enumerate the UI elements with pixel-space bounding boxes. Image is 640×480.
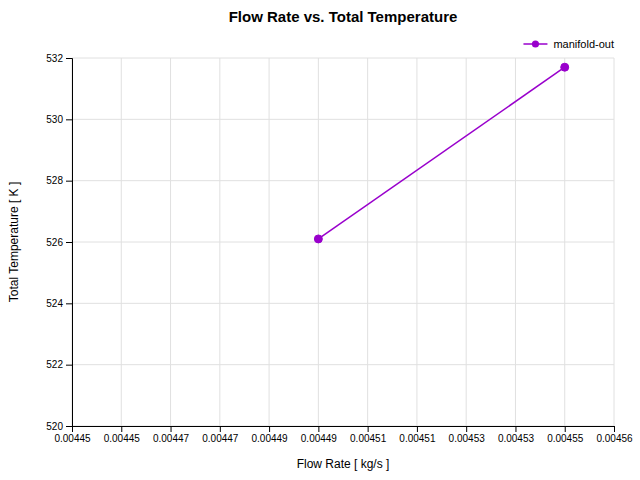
x-tick: 0.00449 <box>301 426 338 444</box>
y-tick-mark <box>66 303 72 304</box>
legend-label: manifold-out <box>553 38 614 50</box>
x-tick-label: 0.00455 <box>547 433 584 444</box>
chart-container: 0.00445 0.00445 0.00447 0.00447 0.00449 0.004… <box>0 0 640 480</box>
x-tick: 0.00449 <box>252 426 289 444</box>
x-tick-label: 0.00447 <box>202 433 239 444</box>
chart: 0.00445 0.00445 0.00447 0.00447 0.00449 0.004… <box>0 0 640 480</box>
y-tick: 524 <box>46 298 72 309</box>
x-tick-mark <box>515 426 516 432</box>
y-tick-label: 530 <box>46 114 63 125</box>
y-tick-label: 520 <box>46 421 63 432</box>
x-tick: 0.00453 <box>449 426 486 444</box>
y-grid-line <box>72 180 614 181</box>
series-layer <box>314 63 568 243</box>
x-tick-label: 0.00449 <box>301 433 338 444</box>
x-tick-label: 0.00445 <box>54 433 91 444</box>
x-tick-mark <box>121 426 122 432</box>
series-marker <box>314 235 322 243</box>
legend: manifold-out <box>523 38 614 50</box>
x-axis-title: Flow Rate [ kg/s ] <box>297 457 390 471</box>
x-tick-mark <box>368 426 369 432</box>
y-tick-mark <box>66 242 72 243</box>
y-tick-label: 526 <box>46 237 63 248</box>
y-tick-label: 532 <box>46 53 63 64</box>
y-tick-label: 528 <box>46 175 63 186</box>
x-tick: 0.00445 <box>104 426 141 444</box>
y-axis-title: Total Temperature [ K ] <box>7 182 21 303</box>
series-line <box>318 67 564 239</box>
x-tick: 0.00455 <box>547 426 584 444</box>
x-tick-label: 0.00453 <box>449 433 486 444</box>
x-tick-mark <box>318 426 319 432</box>
y-tick: 522 <box>46 359 72 370</box>
x-tick-label: 0.00453 <box>498 433 535 444</box>
y-tick-mark <box>66 181 72 182</box>
y-grid-line <box>72 242 614 243</box>
legend-marker <box>532 40 539 47</box>
y-axis-line <box>66 59 73 427</box>
x-tick: 0.00451 <box>399 426 436 444</box>
x-tick: 0.00453 <box>498 426 535 444</box>
y-tick: 530 <box>46 114 72 125</box>
x-axis-line <box>73 427 615 433</box>
x-tick-mark <box>269 426 270 432</box>
x-tick-mark <box>614 426 615 432</box>
x-tick-mark <box>565 426 566 432</box>
x-tick: 0.00447 <box>153 426 190 444</box>
x-tick: 0.00456 <box>596 426 633 444</box>
y-tick-mark <box>66 58 72 59</box>
x-tick-label: 0.00451 <box>350 433 387 444</box>
y-tick: 526 <box>46 237 72 248</box>
y-tick-mark <box>66 426 72 427</box>
legend-item: manifold-out <box>523 38 614 50</box>
x-axis: 0.00445 0.00445 0.00447 0.00447 0.00449 0.004… <box>54 426 633 444</box>
y-tick-label: 522 <box>46 359 63 370</box>
y-grid-line <box>72 119 614 120</box>
y-axis: 520 522 524 526 528 530 532 <box>46 53 72 432</box>
y-grid-line <box>72 58 614 59</box>
x-tick-mark <box>417 426 418 432</box>
x-tick-mark <box>466 426 467 432</box>
x-tick-label: 0.00456 <box>596 433 633 444</box>
x-tick: 0.00447 <box>202 426 239 444</box>
plot: 0.00445 0.00445 0.00447 0.00447 0.00449 0.004… <box>46 53 633 444</box>
x-tick-mark <box>220 426 221 432</box>
series-marker <box>561 63 569 71</box>
x-tick-label: 0.00445 <box>104 433 141 444</box>
y-grid-line <box>72 364 614 365</box>
x-tick-label: 0.00449 <box>252 433 289 444</box>
y-tick: 520 <box>46 421 72 432</box>
x-tick: 0.00451 <box>350 426 387 444</box>
y-tick-mark <box>66 119 72 120</box>
x-tick-label: 0.00451 <box>399 433 436 444</box>
y-tick-mark <box>66 365 72 366</box>
y-grid-line <box>72 303 614 304</box>
y-tick-label: 524 <box>46 298 63 309</box>
title: Flow Rate vs. Total Temperature <box>229 8 458 25</box>
x-tick-label: 0.00447 <box>153 433 190 444</box>
grid <box>72 58 614 426</box>
x-tick-mark <box>171 426 172 432</box>
y-tick: 528 <box>46 175 72 186</box>
y-tick: 532 <box>46 53 72 64</box>
